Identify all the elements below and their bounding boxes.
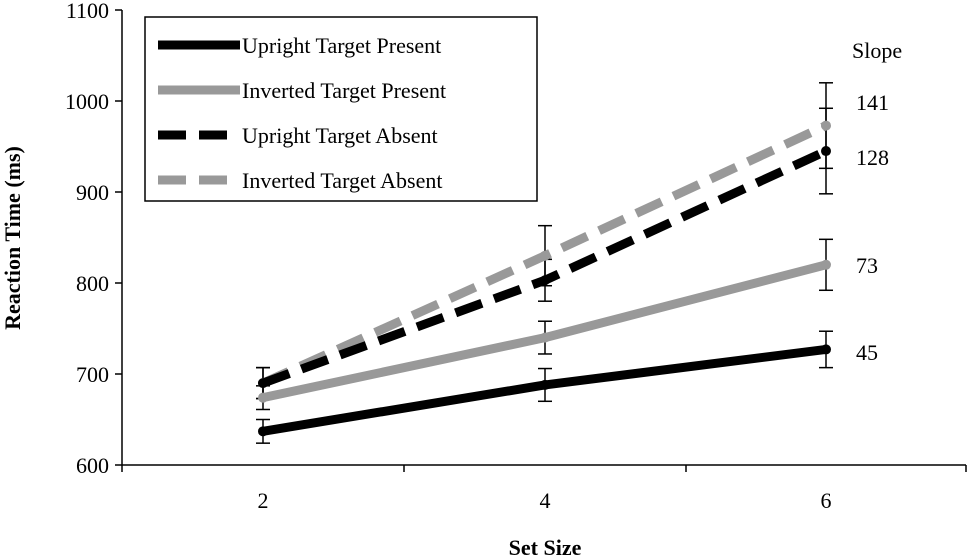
legend: Upright Target Present Inverted Target Pr… [144, 16, 538, 202]
series-layer [256, 82, 833, 444]
data-point [540, 275, 550, 286]
legend-label: Inverted Target Absent [242, 168, 442, 193]
y-axis-title: Reaction Time (ms) [0, 146, 25, 330]
slope-value: 73 [856, 253, 878, 278]
data-point [821, 146, 831, 157]
x-tick-label: 6 [821, 488, 832, 513]
x-tick-label: 2 [258, 488, 269, 513]
data-point [540, 379, 550, 390]
slope-labels: Slope 45 73 128 141 [852, 38, 902, 365]
slope-value: 45 [856, 340, 878, 365]
data-point [821, 344, 831, 355]
data-point [258, 426, 268, 437]
axes [121, 10, 966, 466]
y-tick-label: 1000 [65, 89, 109, 114]
y-tick-label: 600 [76, 453, 109, 478]
legend-label: Inverted Target Present [242, 78, 446, 103]
y-axis-ticks: 600 700 800 900 1000 1100 [65, 0, 122, 478]
x-tick-label: 4 [540, 488, 551, 513]
x-axis-ticks: 2 4 6 [121, 465, 967, 513]
y-tick-label: 800 [76, 271, 109, 296]
data-point [258, 378, 268, 389]
y-tick-label: 900 [76, 180, 109, 205]
slope-header: Slope [852, 38, 902, 63]
data-point [821, 120, 831, 131]
y-tick-label: 1100 [66, 0, 109, 23]
data-point [258, 392, 268, 403]
y-tick-label: 700 [76, 362, 109, 387]
legend-label: Upright Target Present [242, 33, 441, 58]
data-point [821, 259, 831, 270]
slope-value: 141 [856, 90, 889, 115]
slope-value: 128 [856, 145, 889, 170]
data-point [540, 250, 550, 261]
legend-label: Upright Target Absent [242, 123, 438, 148]
data-point [540, 332, 550, 343]
x-axis-title: Set Size [509, 535, 582, 559]
